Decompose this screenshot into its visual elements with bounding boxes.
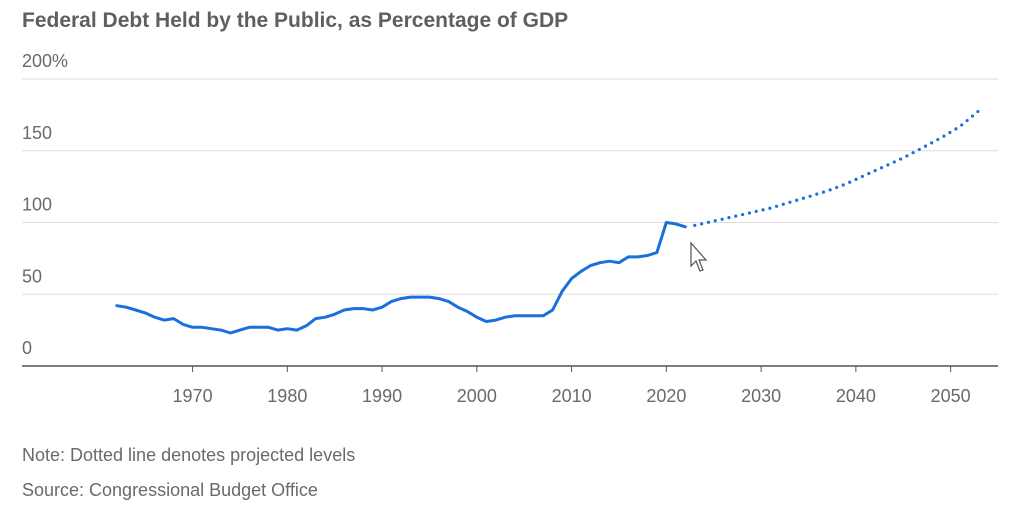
x-tick-label: 1970 xyxy=(173,386,213,406)
y-tick-label: 100 xyxy=(22,195,52,215)
x-tick-label: 2030 xyxy=(741,386,781,406)
x-tick-label: 2020 xyxy=(646,386,686,406)
series-line xyxy=(115,221,687,335)
series-line xyxy=(693,109,981,227)
cursor xyxy=(690,241,708,272)
x-tick-label: 2010 xyxy=(552,386,592,406)
note: Note: Dotted line denotes projected leve… xyxy=(22,445,355,465)
chart-title: Federal Debt Held by the Public, as Perc… xyxy=(22,9,568,32)
y-tick-label: 0 xyxy=(22,338,32,358)
y-tick-label: 50 xyxy=(22,266,42,286)
source: Source: Congressional Budget Office xyxy=(22,480,318,500)
x-tick-label: 1990 xyxy=(362,386,402,406)
y-tick-label: 200% xyxy=(22,51,68,71)
x-tick-label: 2000 xyxy=(457,386,497,406)
x-tick-label: 1980 xyxy=(267,386,307,406)
x-tick-label: 2050 xyxy=(931,386,971,406)
plot-area: 0 50 100 150 200% 1970 1980 1990 2000 2010 2020 203… xyxy=(22,51,998,406)
y-tick-label: 150 xyxy=(22,123,52,143)
x-tick-label: 2040 xyxy=(836,386,876,406)
